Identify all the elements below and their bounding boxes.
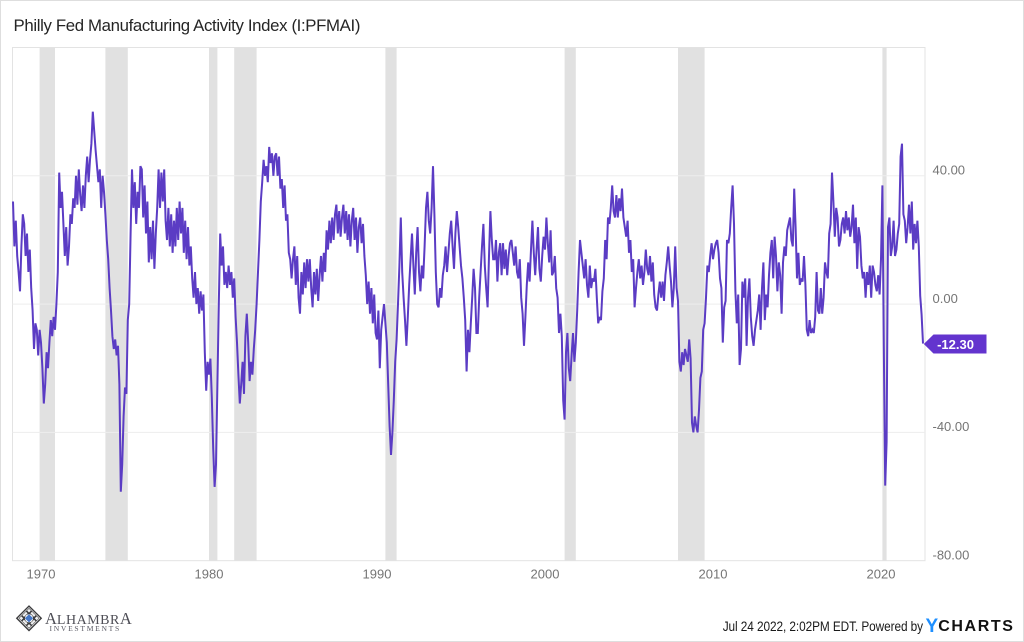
svg-text:1970: 1970 <box>27 567 56 582</box>
svg-text:2000: 2000 <box>531 567 560 582</box>
svg-text:0.00: 0.00 <box>933 291 958 306</box>
svg-text:2010: 2010 <box>699 567 728 582</box>
svg-text:-80.00: -80.00 <box>933 547 970 562</box>
svg-text:1980: 1980 <box>195 567 224 582</box>
svg-text:-12.30: -12.30 <box>937 337 974 352</box>
svg-text:-40.00: -40.00 <box>933 419 970 434</box>
svg-text:40.00: 40.00 <box>933 163 966 178</box>
svg-text:1990: 1990 <box>363 567 392 582</box>
svg-text:2020: 2020 <box>867 567 896 582</box>
